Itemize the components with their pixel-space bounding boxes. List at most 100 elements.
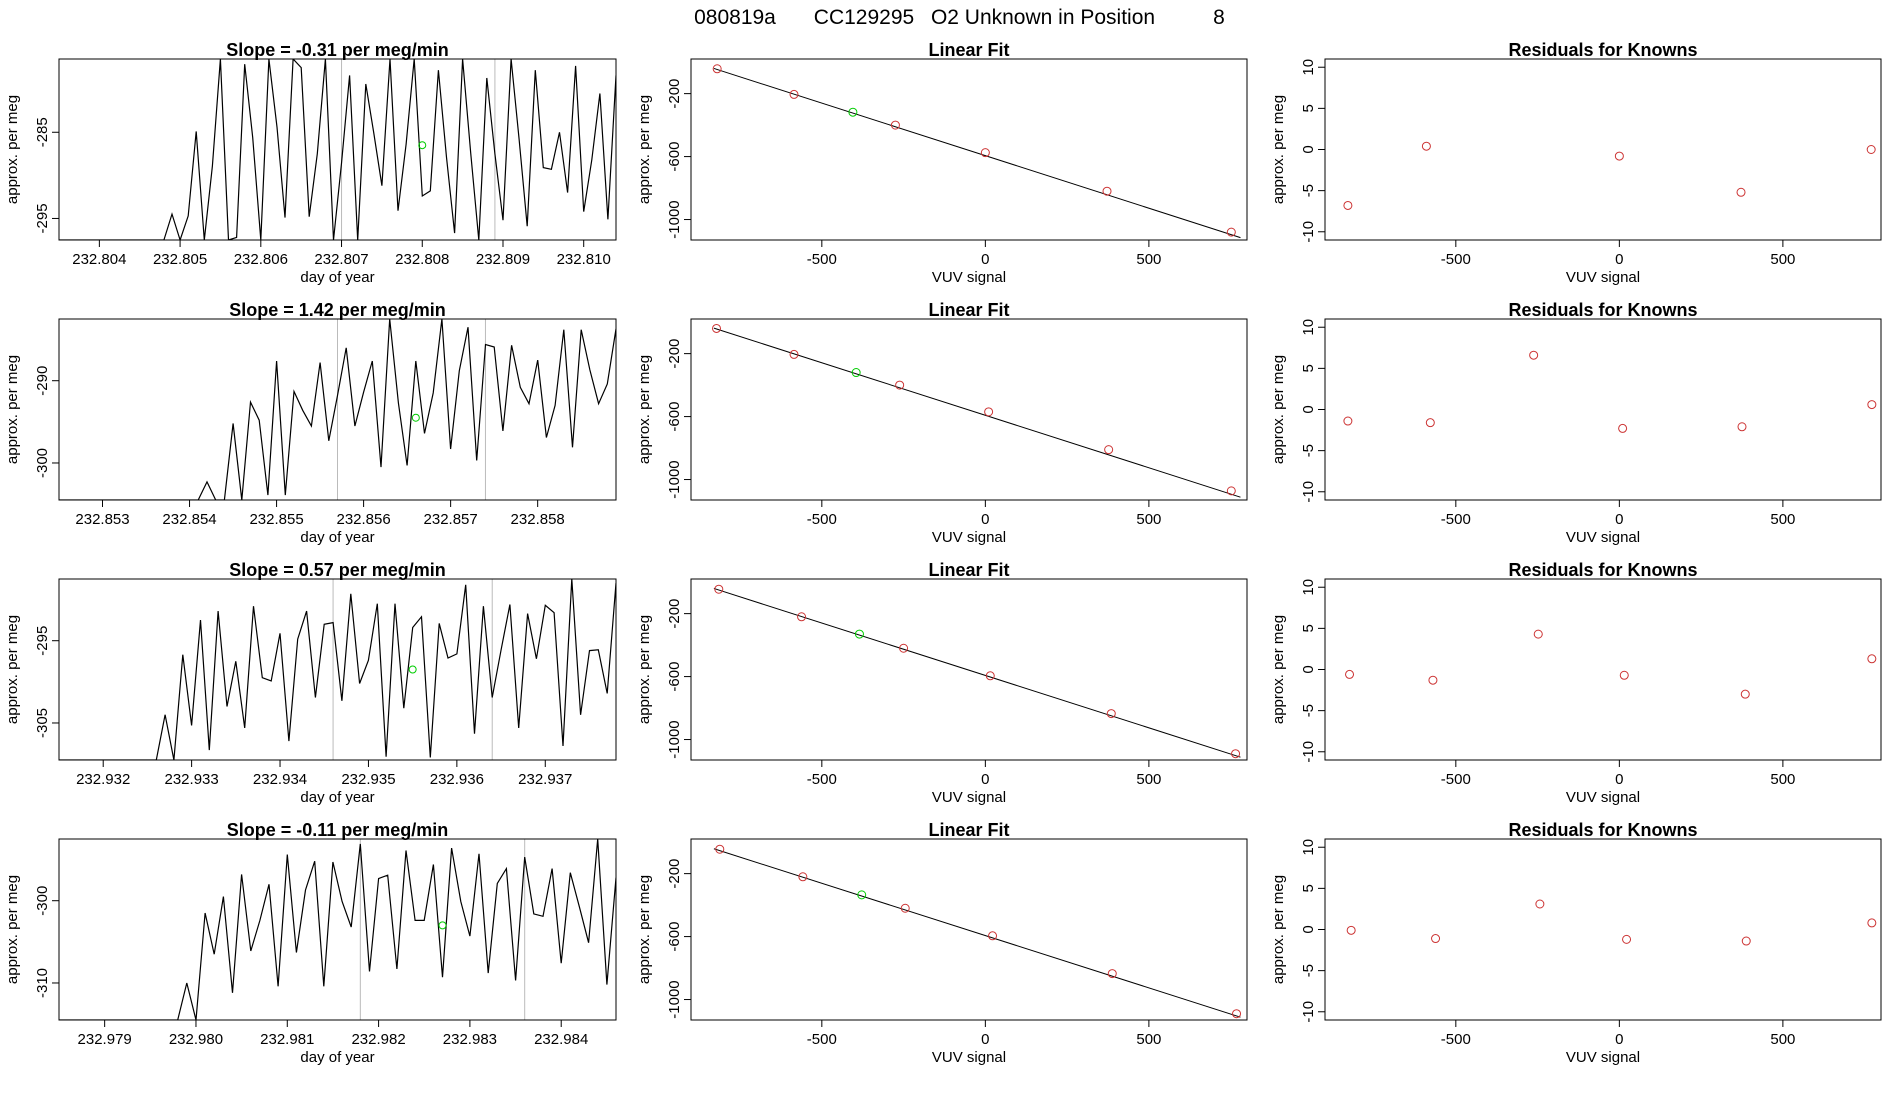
known-point <box>712 64 722 74</box>
y-axis-label: approx. per meg <box>636 615 653 724</box>
known-point <box>1736 187 1746 197</box>
plot-frame <box>690 318 1248 501</box>
panel-title: Residuals for Knowns <box>1508 820 1697 840</box>
y-tick-label: 5 <box>1300 104 1317 112</box>
x-tick-label: 232.983 <box>443 1031 497 1048</box>
x-tick-label: 232.855 <box>249 511 303 528</box>
known-point <box>712 323 722 333</box>
panel-trace-3: Slope = 0.57 per meg/min 232.932 232.933 23… <box>4 560 617 806</box>
x-tick-label: 0 <box>1615 1031 1623 1048</box>
plot-frame <box>1324 838 1882 1021</box>
unknown-point <box>857 890 867 900</box>
plot-frame <box>690 838 1248 1021</box>
plot-frame <box>1324 578 1882 761</box>
unknown-average-point <box>408 665 417 674</box>
known-point <box>1104 445 1114 455</box>
x-tick-label: 232.936 <box>430 771 484 788</box>
x-axis-label: day of year <box>300 789 374 806</box>
unknown-average-point <box>418 141 427 150</box>
y-axis-label: approx. per meg <box>636 95 653 204</box>
y-tick-label: -600 <box>666 662 683 692</box>
x-tick-label: 500 <box>1136 771 1161 788</box>
known-point <box>988 931 998 941</box>
figure-title-label: O2 Unknown in Position <box>931 6 1155 29</box>
unknown-average-point <box>411 413 420 422</box>
x-tick-label: 232.809 <box>476 251 530 268</box>
y-tick-label: -290 <box>34 366 51 396</box>
x-tick-label: 0 <box>981 511 989 528</box>
x-tick-label: 0 <box>981 251 989 268</box>
panel-title: Linear Fit <box>928 300 1009 320</box>
series-line <box>59 59 616 240</box>
known-point <box>1345 669 1355 679</box>
known-point <box>1226 227 1236 237</box>
x-tick-label: -500 <box>1441 771 1471 788</box>
panel-title: Linear Fit <box>928 820 1009 840</box>
x-tick-label: 232.807 <box>314 251 368 268</box>
fit-line <box>713 848 1241 1018</box>
x-tick-label: 232.806 <box>234 251 288 268</box>
y-tick-label: 0 <box>1300 405 1317 413</box>
y-tick-label: -600 <box>666 142 683 172</box>
x-tick-label: 232.984 <box>534 1031 588 1048</box>
y-tick-label: 10 <box>1300 579 1317 596</box>
known-point <box>899 643 909 653</box>
known-point <box>715 844 725 854</box>
x-tick-label: -500 <box>807 771 837 788</box>
y-tick-label: -1000 <box>666 460 683 498</box>
x-axis-label: day of year <box>300 1049 374 1066</box>
panel-title: Slope = -0.31 per meg/min <box>226 40 449 60</box>
x-tick-label: 232.932 <box>76 771 130 788</box>
known-point <box>890 120 900 130</box>
x-tick-label: 0 <box>981 1031 989 1048</box>
x-tick-label: 500 <box>1770 771 1795 788</box>
data-layer <box>59 319 616 500</box>
data-layer <box>59 579 616 760</box>
x-tick-label: 232.853 <box>75 511 129 528</box>
x-axis-label: VUV signal <box>1566 1049 1640 1066</box>
known-point <box>1867 918 1877 928</box>
x-tick-label: 500 <box>1136 251 1161 268</box>
y-axis-label: approx. per meg <box>1270 615 1287 724</box>
x-tick-label: 0 <box>1615 251 1623 268</box>
x-tick-label: 0 <box>981 771 989 788</box>
y-tick-label: -300 <box>34 886 51 916</box>
panel-trace-4: Slope = -0.11 per meg/min 232.979 232.980 2… <box>4 820 617 1066</box>
data-layer <box>59 839 616 1020</box>
known-point <box>1618 423 1628 433</box>
x-axis-label: VUV signal <box>932 529 1006 546</box>
y-tick-label: -1000 <box>666 200 683 238</box>
known-point <box>1622 934 1632 944</box>
x-axis-label: VUV signal <box>1566 529 1640 546</box>
series-line <box>59 579 616 760</box>
known-point <box>1226 486 1236 496</box>
panels: Slope = -0.31 per meg/min 232.804 232.805 2… <box>4 40 1882 1066</box>
known-point <box>1535 899 1545 909</box>
known-point <box>1231 749 1241 759</box>
known-point <box>1343 416 1353 426</box>
x-axis-label: VUV signal <box>932 1049 1006 1066</box>
y-tick-label: 5 <box>1300 364 1317 372</box>
y-axis-label: approx. per meg <box>4 95 21 204</box>
x-tick-label: -500 <box>1441 1031 1471 1048</box>
y-tick-label: -200 <box>666 599 683 629</box>
unknown-average-point <box>438 921 447 930</box>
x-tick-label: 232.808 <box>395 251 449 268</box>
x-axis-label: VUV signal <box>932 269 1006 286</box>
y-tick-label: -5 <box>1300 184 1317 197</box>
y-tick-label: 5 <box>1300 624 1317 632</box>
y-tick-label: -5 <box>1300 704 1317 717</box>
panel-title: Residuals for Knowns <box>1508 300 1697 320</box>
x-tick-label: -500 <box>807 251 837 268</box>
y-tick-label: 0 <box>1300 145 1317 153</box>
data-layer <box>1343 141 1876 210</box>
panel-fit-3: Linear Fit -500 0 500 VUV signal -200 -600 -100… <box>636 560 1248 806</box>
x-tick-label: 232.856 <box>336 511 390 528</box>
x-tick-label: 232.810 <box>557 251 611 268</box>
plot-frame <box>690 58 1248 241</box>
x-tick-label: 232.935 <box>341 771 395 788</box>
y-tick-label: -285 <box>34 117 51 147</box>
data-layer <box>712 323 1241 498</box>
known-point <box>797 612 807 622</box>
